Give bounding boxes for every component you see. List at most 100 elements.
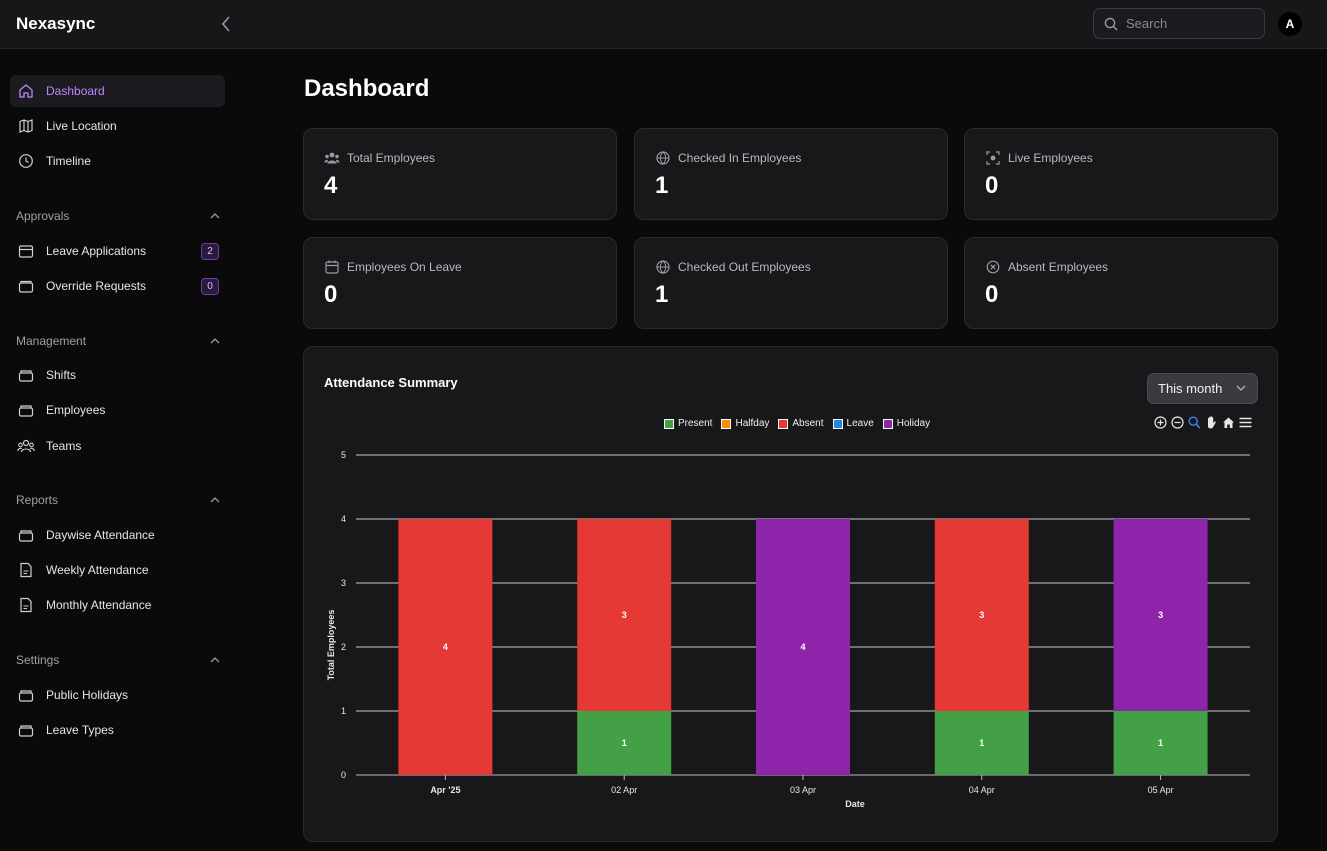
chevron-up-icon xyxy=(210,213,220,219)
bar-segment-holiday[interactable] xyxy=(756,519,850,775)
legend-item-halfday[interactable]: Halfday xyxy=(721,418,769,429)
data-label: 3 xyxy=(979,610,984,620)
bar-segment-absent[interactable] xyxy=(934,519,1029,711)
legend-swatch xyxy=(832,418,843,429)
target-icon xyxy=(985,150,1001,166)
section-approvals[interactable]: Approvals xyxy=(16,209,220,223)
sidebar-item-label: Shifts xyxy=(46,368,77,382)
brand-logo[interactable]: Nexasync xyxy=(16,14,96,33)
legend-item-present[interactable]: Present xyxy=(664,418,712,429)
stat-card-absent[interactable]: Absent Employees 0 xyxy=(964,237,1278,329)
x-tick-label: Apr '25 xyxy=(430,785,460,795)
menu-icon[interactable] xyxy=(1237,414,1253,430)
sidebar-item-weekly-attendance[interactable]: Weekly Attendance xyxy=(10,554,225,586)
avatar[interactable]: A xyxy=(1278,12,1302,36)
bar-segment-present[interactable] xyxy=(934,711,1029,775)
sidebar-item-leave-applications[interactable]: Leave Applications 2 xyxy=(10,235,225,267)
data-label: 4 xyxy=(800,642,805,652)
stat-card-total-employees[interactable]: Total Employees 4 xyxy=(303,128,617,220)
users-icon xyxy=(324,150,340,166)
section-title: Settings xyxy=(16,653,60,667)
sidebar-item-monthly-attendance[interactable]: Monthly Attendance xyxy=(10,589,225,621)
bar-segment-present[interactable] xyxy=(577,711,672,775)
home-icon xyxy=(17,82,35,100)
data-label: 1 xyxy=(1158,738,1163,748)
reset-home-icon[interactable] xyxy=(1220,414,1236,430)
sidebar-item-label: Live Location xyxy=(46,119,117,133)
attendance-chart: 0 1 2 3 4 5 4 Apr '25 1 3 02 Apr 4 03 Apr 1 3 04 Apr 1 3 0… xyxy=(326,450,1250,809)
bar-segment-absent[interactable] xyxy=(398,519,493,775)
legend-item-leave[interactable]: Leave xyxy=(832,418,874,429)
chevron-up-icon xyxy=(210,657,220,663)
chart-legend: Present Halfday Absent Leave Holiday xyxy=(664,418,939,429)
sidebar-item-leave-types[interactable]: Leave Types xyxy=(10,714,225,746)
pan-hand-icon[interactable] xyxy=(1203,414,1219,430)
search-box[interactable] xyxy=(1093,8,1265,39)
sidebar-item-timeline[interactable]: Timeline xyxy=(10,145,225,177)
search-input[interactable] xyxy=(1126,16,1256,31)
search-icon xyxy=(1104,17,1118,30)
legend-swatch xyxy=(882,418,893,429)
clock-icon xyxy=(17,152,35,170)
legend-label: Absent xyxy=(792,418,824,429)
x-tick-label: 03 Apr xyxy=(790,785,816,795)
zoom-out-icon[interactable] xyxy=(1169,414,1185,430)
layers-icon xyxy=(17,686,35,704)
users-icon xyxy=(17,437,35,455)
y-tick-label: 2 xyxy=(341,642,346,652)
x-axis-title: Date xyxy=(845,799,865,809)
section-title: Management xyxy=(16,334,87,348)
legend-label: Holiday xyxy=(896,418,931,429)
legend-label: Leave xyxy=(846,418,874,429)
sidebar-item-public-holidays[interactable]: Public Holidays xyxy=(10,679,225,711)
sidebar: Dashboard Live Location Timeline Approva… xyxy=(0,50,240,851)
sidebar-item-daywise-attendance[interactable]: Daywise Attendance xyxy=(10,519,225,551)
stat-value: 0 xyxy=(985,281,999,308)
stat-card-checked-out[interactable]: Checked Out Employees 1 xyxy=(634,237,948,329)
sidebar-item-label: Leave Types xyxy=(46,723,114,737)
zoom-select-icon[interactable] xyxy=(1186,414,1202,430)
y-axis-title: Total Employees xyxy=(326,610,336,681)
chevron-up-icon xyxy=(210,497,220,503)
sidebar-item-label: Timeline xyxy=(46,154,91,168)
legend-label: Halfday xyxy=(735,418,770,429)
stat-card-checked-in[interactable]: Checked In Employees 1 xyxy=(634,128,948,220)
legend-label: Present xyxy=(678,418,713,429)
legend-swatch xyxy=(721,418,732,429)
sidebar-item-label: Dashboard xyxy=(46,84,105,98)
sidebar-item-label: Employees xyxy=(46,403,106,417)
section-reports[interactable]: Reports xyxy=(16,493,220,507)
range-select-value: This month xyxy=(1158,381,1223,396)
section-management[interactable]: Management xyxy=(16,334,220,348)
legend-item-holiday[interactable]: Holiday xyxy=(882,418,931,429)
zoom-in-icon[interactable] xyxy=(1152,414,1168,430)
y-tick-label: 4 xyxy=(341,514,346,524)
globe-icon xyxy=(655,259,671,275)
stat-label: Total Employees xyxy=(347,151,436,165)
bar-segment-holiday[interactable] xyxy=(1113,519,1208,711)
sidebar-item-teams[interactable]: Teams xyxy=(10,430,225,462)
sidebar-item-live-location[interactable]: Live Location xyxy=(10,110,225,142)
sidebar-item-dashboard[interactable]: Dashboard xyxy=(10,75,225,107)
page-title: Dashboard xyxy=(304,75,430,102)
stat-label: Employees On Leave xyxy=(347,260,462,274)
top-bar: Nexasync A xyxy=(0,0,1327,49)
bar-segment-absent[interactable] xyxy=(577,519,672,711)
stat-value: 4 xyxy=(324,172,338,199)
sidebar-item-shifts[interactable]: Shifts xyxy=(10,359,225,391)
y-tick-label: 0 xyxy=(341,770,346,780)
section-title: Approvals xyxy=(16,209,70,223)
legend-item-absent[interactable]: Absent xyxy=(778,418,824,429)
chart-toolbar xyxy=(1152,414,1254,430)
x-tick-label: 05 Apr xyxy=(1148,785,1174,795)
stat-card-on-leave[interactable]: Employees On Leave 0 xyxy=(303,237,617,329)
stat-card-live-employees[interactable]: Live Employees 0 xyxy=(964,128,1278,220)
section-settings[interactable]: Settings xyxy=(16,653,220,667)
sidebar-item-label: Daywise Attendance xyxy=(46,528,155,542)
data-label: 3 xyxy=(1158,610,1163,620)
sidebar-item-employees[interactable]: Employees xyxy=(10,394,225,426)
bar-segment-present[interactable] xyxy=(1113,711,1208,775)
sidebar-item-override-requests[interactable]: Override Requests 0 xyxy=(10,270,225,302)
collapse-sidebar-button[interactable] xyxy=(216,13,236,35)
range-select[interactable]: This month xyxy=(1147,373,1258,404)
